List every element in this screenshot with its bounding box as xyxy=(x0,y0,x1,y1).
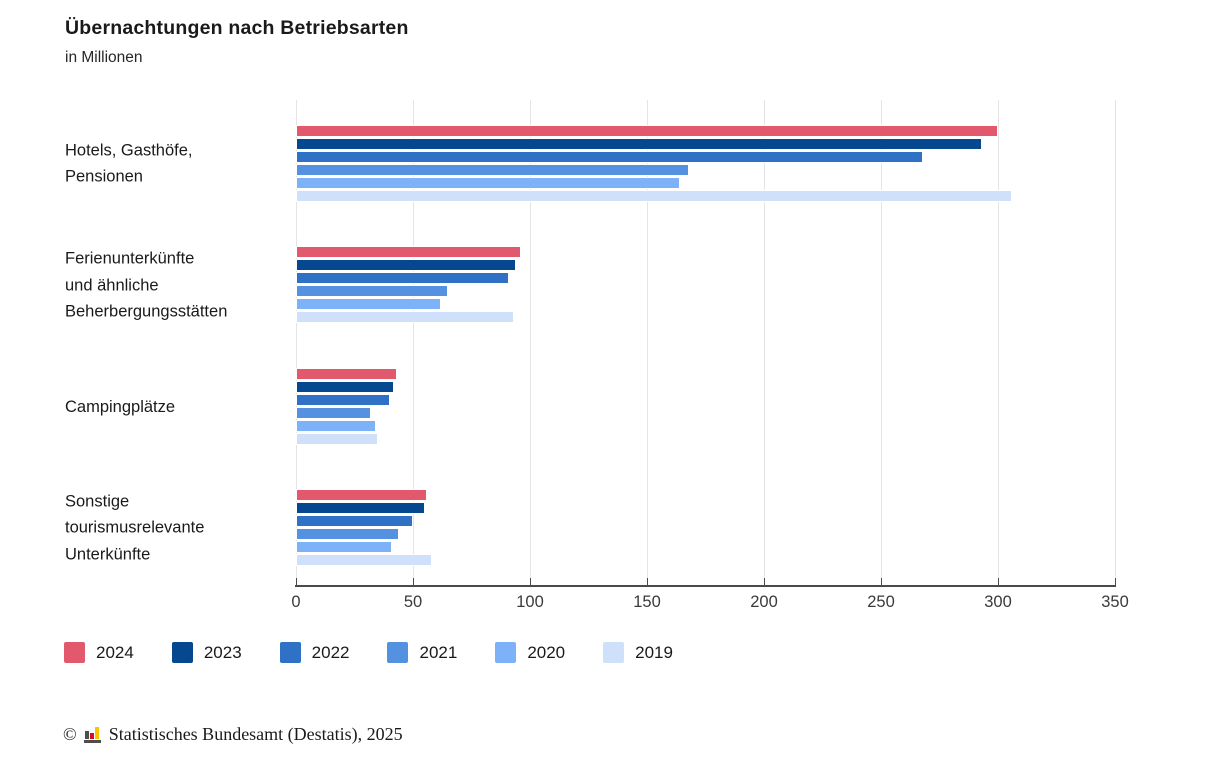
bar-2023 xyxy=(296,501,425,514)
bar-2023 xyxy=(296,138,982,150)
source-text: Statistisches Bundesamt (Destatis), 2025 xyxy=(108,724,403,744)
legend-label: 2021 xyxy=(419,642,458,662)
bar-2024 xyxy=(296,125,998,137)
logo-bar-gray xyxy=(84,730,89,739)
gridline-150 xyxy=(647,100,648,585)
axis-tick-50 xyxy=(413,578,414,585)
legend-item-2023: 2023 xyxy=(171,642,242,663)
logo-bar-red xyxy=(89,732,94,739)
gridline-250 xyxy=(881,100,882,585)
legend: 2024 2023 2022 2021 2020 2019 xyxy=(64,642,673,663)
axis-tick-0 xyxy=(296,578,297,585)
axis-tick-250 xyxy=(881,578,882,585)
bar-2024 xyxy=(296,246,521,259)
gridline-50 xyxy=(413,100,414,585)
axis-tick-label: 250 xyxy=(867,593,895,611)
chart-subtitle: in Millionen xyxy=(65,49,143,66)
chart-title: Übernachtungen nach Betriebsarten xyxy=(65,17,409,39)
bar-2023 xyxy=(296,380,395,393)
x-axis-line xyxy=(295,578,1116,587)
copyright-symbol: © xyxy=(63,724,77,744)
gridline-200 xyxy=(764,100,765,585)
legend-item-2022: 2022 xyxy=(279,642,350,663)
bar-2020 xyxy=(296,540,392,553)
axis-tick-label: 50 xyxy=(403,593,423,611)
logo-bar-yellow xyxy=(94,726,99,739)
axis-tick-label: 300 xyxy=(984,593,1012,611)
bar-2022 xyxy=(296,514,413,527)
legend-label: 2024 xyxy=(96,642,134,662)
bar-2019 xyxy=(296,190,1013,202)
legend-swatch-icon xyxy=(495,642,517,663)
axis-tick-label: 350 xyxy=(1101,593,1129,611)
gridline-350 xyxy=(1115,100,1116,585)
legend-swatch-icon xyxy=(387,642,409,663)
axis-tick-300 xyxy=(998,578,999,585)
axis-tick-label: 150 xyxy=(633,593,661,611)
logo-base xyxy=(83,739,101,743)
bar-2020 xyxy=(296,177,680,189)
bar-2019 xyxy=(296,432,378,445)
bar-2022 xyxy=(296,151,924,163)
bar-2021 xyxy=(296,406,371,419)
bar-group xyxy=(296,246,1115,324)
bar-2019 xyxy=(296,311,514,324)
legend-label: 2022 xyxy=(311,642,350,662)
legend-swatch-icon xyxy=(603,642,625,663)
legend-label: 2023 xyxy=(203,642,242,662)
axis-tick-100 xyxy=(530,578,531,585)
legend-swatch-icon xyxy=(279,642,301,663)
bar-2020 xyxy=(296,298,442,311)
legend-label: 2020 xyxy=(527,642,566,662)
legend-item-2019: 2019 xyxy=(603,642,673,663)
axis-tick-label: 100 xyxy=(516,593,544,611)
axis-tick-200 xyxy=(764,578,765,585)
axis-tick-label: 0 xyxy=(291,593,301,611)
bar-group xyxy=(296,125,1115,203)
gridline-100 xyxy=(530,100,531,585)
bar-2022 xyxy=(296,393,390,406)
bar-group xyxy=(296,488,1115,567)
legend-item-2021: 2021 xyxy=(387,642,457,663)
legend-item-2024: 2024 xyxy=(64,642,134,663)
bar-2024 xyxy=(296,488,428,501)
axis-tick-150 xyxy=(647,578,648,585)
gridline-0 xyxy=(296,100,297,585)
destatis-logo-icon xyxy=(83,726,102,743)
legend-item-2020: 2020 xyxy=(495,642,565,663)
category-label: Ferienunterkünfte und ähnliche Beherbergun… xyxy=(65,249,228,321)
category-label: Campingplätze xyxy=(65,397,176,416)
legend-swatch-icon xyxy=(171,642,193,663)
bar-2020 xyxy=(296,419,376,432)
bar-2024 xyxy=(296,367,397,380)
source-note: © Statistisches Bundesamt (Destatis), 20… xyxy=(63,724,403,745)
bar-group xyxy=(296,367,1115,446)
x-axis-tick-labels: 0 50 100 150 200 250 300 350 xyxy=(291,593,1128,615)
bar-2022 xyxy=(296,272,509,285)
legend-label: 2019 xyxy=(635,642,673,662)
bar-2021 xyxy=(296,285,449,298)
plot-area xyxy=(296,100,1116,585)
axis-tick-label: 200 xyxy=(750,593,778,611)
bar-2021 xyxy=(296,164,690,176)
gridline-300 xyxy=(998,100,999,585)
legend-swatch-icon xyxy=(64,642,85,663)
bar-2023 xyxy=(296,259,516,272)
bar-2021 xyxy=(296,527,399,540)
category-label: Sonstige tourismusrelevante Unterkünfte xyxy=(65,492,205,563)
bar-2019 xyxy=(296,553,432,566)
axis-tick-350 xyxy=(1115,578,1116,585)
category-label: Hotels, Gasthöfe, Pensionen xyxy=(65,141,193,186)
